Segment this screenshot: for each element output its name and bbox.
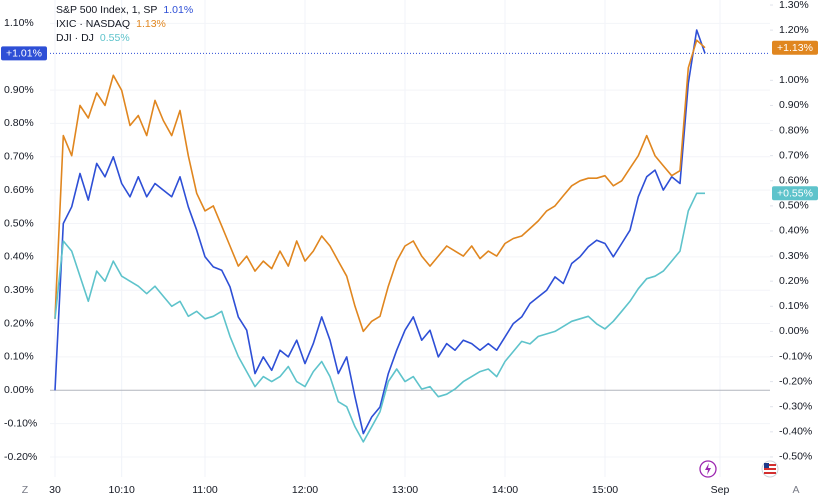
x-tick-label: 13:00 (392, 484, 418, 496)
button-a[interactable]: A (792, 484, 799, 496)
y2-tick-label: 0.50% (779, 200, 809, 212)
lines (50, 29, 770, 443)
legend-name: S&P 500 Index, 1, SP (56, 4, 157, 16)
legend: S&P 500 Index, 1, SP 1.01% IXIC · NASDAQ 1.… (56, 4, 193, 44)
y2-tick-label: -0.30% (779, 400, 812, 412)
flag-icon[interactable] (761, 460, 779, 478)
y2-tick-label: 0.70% (779, 149, 809, 161)
y2-tick-label: -0.10% (779, 350, 812, 362)
x-tick-label: 30 (49, 484, 61, 496)
y-tick-label: 0.30% (4, 284, 34, 296)
x-tick-label: 12:00 (292, 484, 318, 496)
legend-name: IXIC · NASDAQ (56, 18, 130, 30)
y2-tick-label: 0.00% (779, 325, 809, 337)
y2-tick-label: -0.20% (779, 375, 812, 387)
y-tick-label: -0.20% (4, 451, 37, 463)
legend-value: 1.13% (136, 18, 166, 30)
value-badge-label: +0.55% (777, 188, 813, 200)
legend-value: 0.55% (100, 32, 130, 44)
y2-tick-label: 1.20% (779, 24, 809, 36)
series-line (54, 192, 705, 443)
y-tick-label: 0.40% (4, 251, 34, 263)
series-line (54, 39, 706, 333)
y-tick-label: 0.90% (4, 84, 34, 96)
value-badge-label: +1.01% (6, 48, 42, 60)
x-tick-label: 14:00 (492, 484, 518, 496)
x-tick-label: 10:10 (109, 484, 135, 496)
flag-stripe (764, 472, 776, 474)
x-tick-label: 15:00 (592, 484, 618, 496)
x-tick-label: 11:00 (192, 484, 218, 496)
y2-tick-label: 0.20% (779, 275, 809, 287)
value-badge (772, 186, 818, 201)
y2-tick-label: 1.00% (779, 74, 809, 86)
y-tick-label: 0.60% (4, 184, 34, 196)
x-tick-label: Sep (711, 484, 730, 496)
flag-stripe (764, 468, 776, 470)
y2-tick-label: -0.50% (779, 451, 812, 463)
flag-stripe (764, 464, 776, 466)
value-badge (1, 46, 47, 61)
legend-name: DJI · DJ (56, 32, 94, 44)
event-bolt (705, 463, 711, 475)
y2-tick-label: 0.10% (779, 300, 809, 312)
y2-tick-label: -0.40% (779, 426, 812, 438)
y2-tick-label: 0.30% (779, 250, 809, 262)
y-tick-label: 0.80% (4, 117, 34, 129)
series-line (54, 29, 706, 435)
value-badge (772, 40, 818, 55)
y2-tick-label: 0.60% (779, 175, 809, 187)
y-tick-label: 0.50% (4, 217, 34, 229)
y2-tick-label: 0.90% (779, 99, 809, 111)
y2-tick-label: 0.40% (779, 225, 809, 237)
event-icon[interactable] (699, 460, 717, 478)
flag-canton (764, 463, 769, 468)
legend-value: 1.01% (163, 4, 193, 16)
button-z[interactable]: Z (22, 484, 29, 496)
y-tick-label: 0.00% (4, 384, 34, 396)
value-badge-label: +1.13% (777, 42, 813, 54)
y-tick-label: 1.10% (4, 17, 34, 29)
y2-tick-label: 0.80% (779, 124, 809, 136)
y-tick-label: -0.10% (4, 417, 37, 429)
y-tick-label: 0.10% (4, 351, 34, 363)
y-tick-label: 0.70% (4, 151, 34, 163)
y-tick-label: 0.20% (4, 317, 34, 329)
y2-tick-label: 1.30% (779, 0, 809, 11)
